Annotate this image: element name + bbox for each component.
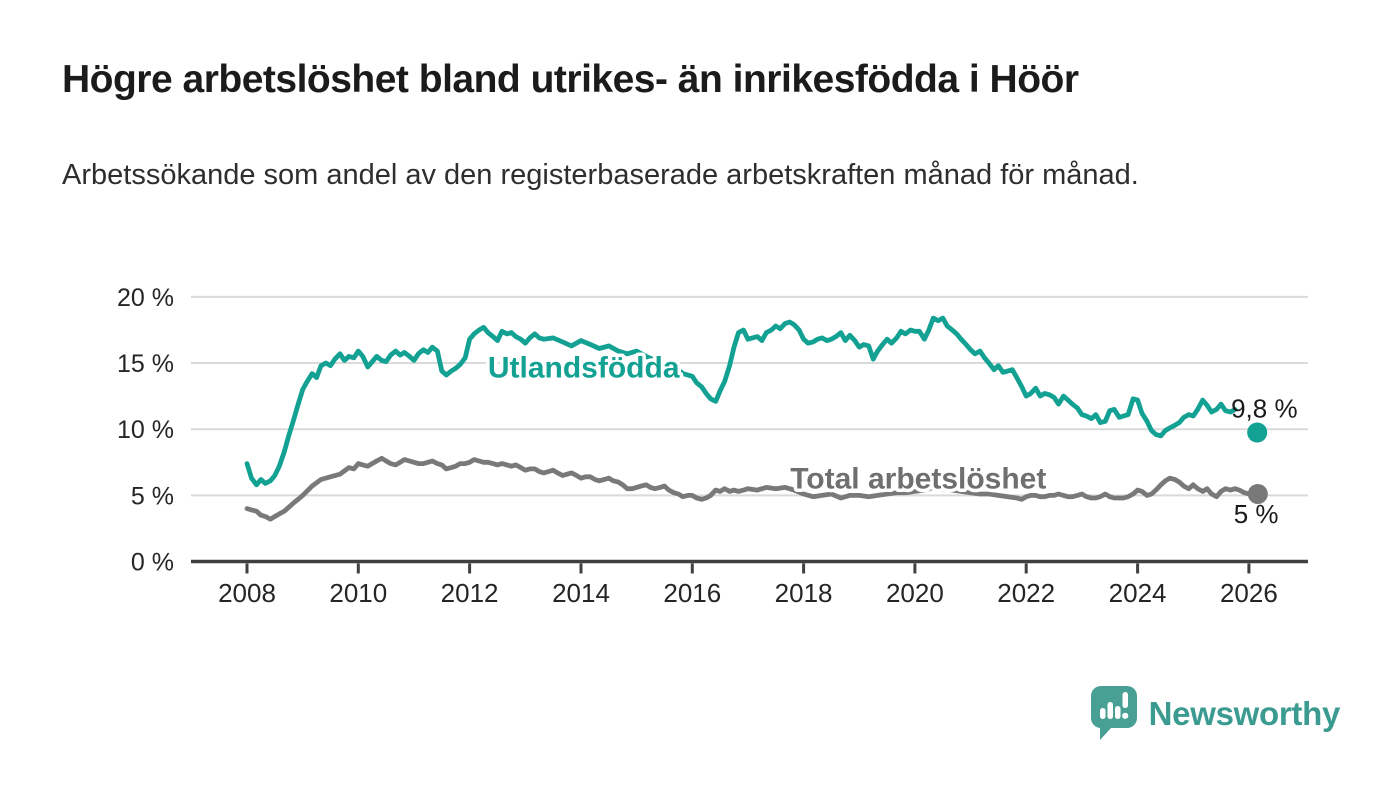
x-tick-label: 2024 xyxy=(1109,578,1167,608)
x-tick-label: 2010 xyxy=(329,578,387,608)
y-tick-label: 0 % xyxy=(131,549,174,577)
newsworthy-logo-text: Newsworthy xyxy=(1148,695,1341,732)
line-chart: 0 % 5 % 10 % 15 % 20 % 2008 2010 2012 2014 2016 20… xyxy=(117,284,1308,608)
chart-subtitle: Arbetssökande som andel av den registerb… xyxy=(62,159,1139,191)
series-end-dot-total xyxy=(1247,484,1268,504)
speech-bubble-bar-chart-icon xyxy=(1090,686,1137,740)
x-tick-label: 2014 xyxy=(552,578,610,608)
x-tick-label: 2012 xyxy=(441,578,499,608)
x-tick-label: 2008 xyxy=(218,578,276,608)
x-tick-label: 2020 xyxy=(886,578,944,608)
x-tick-label: 2022 xyxy=(997,578,1055,608)
y-tick-label: 15 % xyxy=(117,350,174,378)
series-end-dot-utlandsfodda xyxy=(1247,422,1268,443)
chart-title: Högre arbetslöshet bland utrikes- än inr… xyxy=(62,58,1079,101)
series-label-total: Total arbetslöshet xyxy=(790,463,1046,496)
y-tick-label: 5 % xyxy=(131,482,174,510)
newsworthy-logo: Newsworthy xyxy=(1089,684,1340,744)
x-tick-label: 2018 xyxy=(775,578,833,608)
x-tick-label: 2016 xyxy=(663,578,721,608)
series-line-utlandsfodda xyxy=(244,315,1238,488)
y-tick-label: 10 % xyxy=(117,416,174,444)
series-label-utlandsfodda: Utlandsfödda xyxy=(488,352,680,385)
x-tick-label: 2026 xyxy=(1220,578,1278,608)
series-line-total xyxy=(244,455,1256,522)
series-end-value-utlandsfodda: 9,8 % xyxy=(1231,393,1298,423)
series-end-value-total: 5 % xyxy=(1234,499,1279,529)
y-tick-label: 20 % xyxy=(117,284,174,312)
